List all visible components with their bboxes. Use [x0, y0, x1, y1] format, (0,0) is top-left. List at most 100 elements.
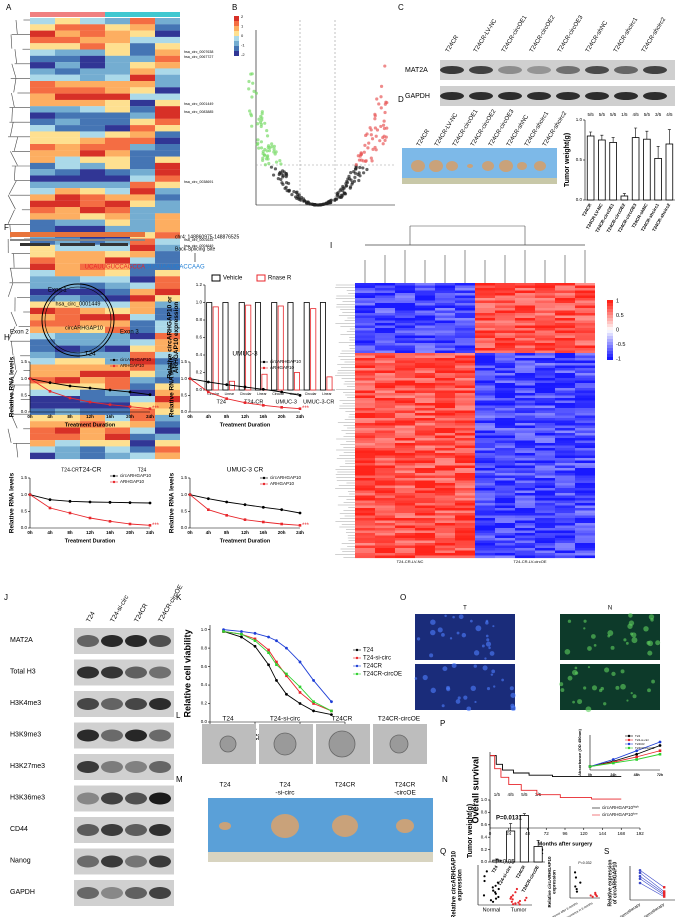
heatmap-cell [455, 318, 475, 321]
band [101, 824, 123, 836]
heatmap-cell [395, 290, 415, 294]
volcano-point [290, 192, 294, 197]
heatmap-cell [355, 305, 375, 309]
heatmap-cell [455, 310, 475, 314]
point [148, 393, 152, 397]
heatmap-cell [515, 493, 535, 496]
point [225, 514, 228, 517]
point [108, 520, 112, 523]
heatmap-cell [355, 385, 375, 389]
heatmap-cell [395, 448, 415, 451]
heatmap-cell [475, 345, 495, 349]
heatmap-cell [515, 518, 535, 521]
lane-label: T24CR-circOE3 [557, 14, 585, 54]
heatmap-cell [375, 380, 395, 384]
heatmap-cell [495, 430, 515, 434]
heatmap-cell [130, 440, 155, 447]
heatmap-cell [535, 330, 555, 334]
dendrogram [10, 414, 18, 429]
heatmap-cell [395, 443, 415, 446]
heatmap-cell [555, 433, 575, 436]
y-tick-label: 0.0 [481, 859, 488, 864]
heatmap-cell [535, 313, 555, 316]
p-value: P=0.032 [578, 861, 591, 865]
heatmap-cell [375, 330, 395, 334]
heatmap-cell [155, 36, 180, 44]
heatmap-cell [55, 30, 80, 37]
heatmap-cell [475, 528, 495, 531]
heatmap-cell [355, 303, 375, 306]
heatmap-cell [495, 528, 515, 531]
heatmap-cell [395, 380, 415, 384]
error-bar [509, 823, 513, 831]
heatmap-cell [375, 455, 395, 459]
heatmap-cell [155, 440, 180, 447]
heatmap-cell [30, 377, 55, 384]
heatmap-cell [495, 433, 515, 436]
heatmap-cell [495, 553, 515, 556]
heatmap-cell [395, 325, 415, 329]
heatmap-cell [30, 118, 55, 126]
point [88, 500, 92, 504]
heatmap-cell [105, 427, 130, 434]
heatmap-cell [415, 318, 435, 321]
heatmap-cell [575, 390, 595, 394]
heatmap-cell [535, 315, 555, 319]
heatmap-cell [30, 257, 55, 264]
band [101, 635, 123, 647]
y-tick-label: 0.5 [21, 509, 28, 514]
volcano-point [272, 144, 276, 148]
heatmap-cell [375, 463, 395, 466]
heatmap-cell [435, 518, 455, 521]
point [658, 749, 662, 753]
bar [245, 304, 252, 391]
heatmap-cell [130, 402, 155, 409]
heatmap-cell [55, 49, 80, 56]
heatmap-cell [375, 493, 395, 496]
heatmap-cell [355, 543, 375, 546]
heatmap-cell [575, 433, 595, 436]
heatmap-cell [130, 314, 155, 321]
heatmap-cell [455, 308, 475, 311]
heatmap-cell [395, 498, 415, 501]
heatmap-cell [575, 315, 595, 319]
heatmap-cell [80, 68, 105, 75]
heatmap-cell [130, 377, 155, 384]
heatmap-cell [355, 498, 375, 501]
heatmap-cell [355, 480, 375, 484]
heatmap-cell [415, 350, 435, 354]
point [275, 639, 278, 643]
heatmap-cell [375, 530, 395, 534]
point [509, 897, 512, 900]
x-tick-label: 0 [489, 831, 492, 836]
band [125, 792, 147, 805]
y-tick-label: 1.0 [21, 376, 28, 381]
heatmap-cell [575, 528, 595, 531]
heatmap-cell [435, 388, 455, 391]
heatmap-cell [515, 285, 535, 289]
heatmap-cell [130, 169, 155, 176]
heatmap-cell [495, 510, 515, 514]
point [525, 896, 528, 899]
heatmap-cell [415, 398, 435, 401]
heatmap-cell [30, 137, 55, 145]
heatmap-cell [80, 93, 105, 100]
heatmap-cell [555, 310, 575, 314]
heatmap-cell [435, 408, 455, 411]
cell [451, 663, 457, 668]
band [614, 66, 638, 74]
volcano-point [327, 201, 331, 205]
point [492, 889, 495, 892]
bar [271, 302, 278, 391]
heatmap-cell [375, 480, 395, 484]
heatmap-cell [395, 485, 415, 489]
heatmap-cell [415, 388, 435, 391]
exon-label: Exon 3 [120, 330, 139, 336]
heatmap-cell [455, 408, 475, 411]
heatmap-cell [30, 433, 55, 441]
heatmap-cell [575, 438, 595, 441]
heatmap-cell [555, 283, 575, 286]
heatmap-cell [555, 545, 575, 549]
cell [469, 619, 473, 623]
heatmap-cell [375, 423, 395, 426]
